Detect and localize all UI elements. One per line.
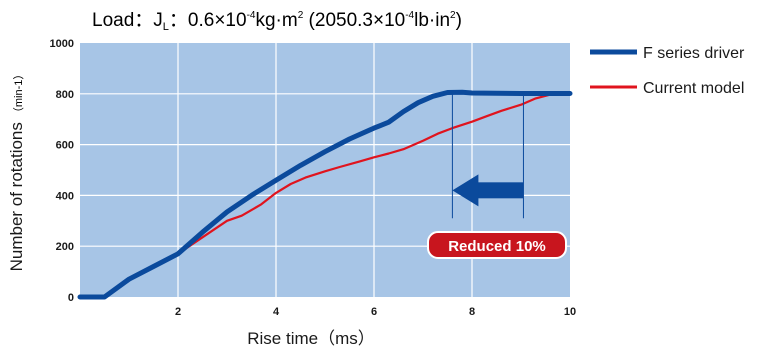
- y-tick-label: 1000: [50, 38, 74, 50]
- y-tick-label: 200: [56, 241, 74, 253]
- y-tick-label: 600: [56, 140, 74, 152]
- x-tick-label: 4: [273, 306, 280, 318]
- axis-ticks: 2 4 6 8 10 0 200 400 600 800 1000: [50, 38, 577, 318]
- reduced-badge: [427, 231, 567, 259]
- arrow-shaft: [476, 182, 524, 199]
- series-lines: [77, 89, 573, 300]
- annotation: Reduced 10%: [427, 91, 567, 259]
- arrow-head: [452, 174, 479, 207]
- x-axis-label: Rise time（ms）: [247, 329, 375, 348]
- x-tick-label: 8: [469, 306, 475, 318]
- x-tick-label: 10: [564, 306, 576, 318]
- y-tick-label: 800: [56, 89, 74, 101]
- series-line-f-series-driver: [77, 89, 573, 300]
- reduced-badge-text: Reduced 10%: [448, 238, 546, 255]
- x-tick-label: 2: [175, 306, 181, 318]
- y-tick-label: 0: [68, 292, 74, 304]
- y-tick-label: 400: [56, 190, 74, 202]
- legend-label-current-model: Current model: [643, 80, 744, 97]
- legend: F series driver Current model: [590, 45, 745, 97]
- x-tick-label: 6: [371, 306, 377, 318]
- series-line-current-model: [176, 92, 572, 255]
- legend-label-f-series-driver: F series driver: [643, 45, 745, 62]
- y-axis-label: Number of rotations（min-1）: [7, 69, 26, 272]
- y-axis-label-group: Number of rotations（min-1）: [7, 69, 26, 272]
- chart-title: Load：JL：0.6×10-4kg·m2 (2050.3×10-4lb·in2…: [92, 10, 462, 33]
